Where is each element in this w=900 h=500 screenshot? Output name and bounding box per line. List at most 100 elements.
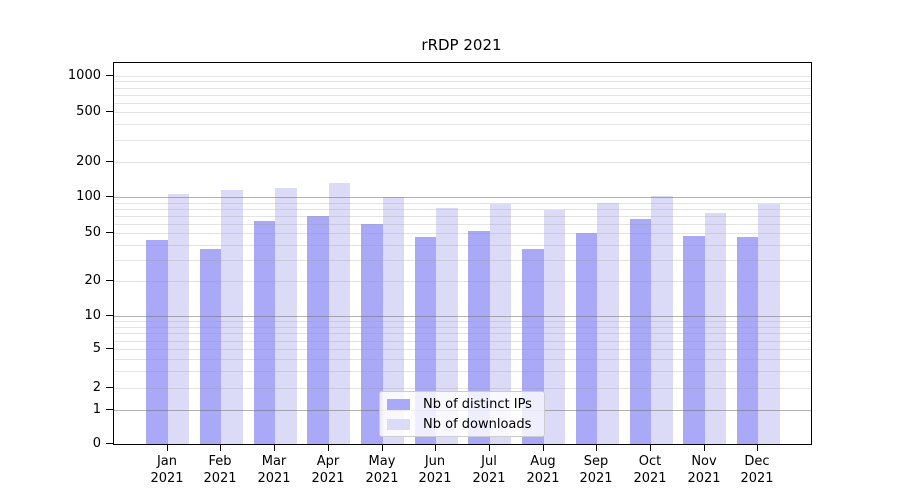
gridline-4 (114, 359, 811, 360)
x-tick-label-feb: Feb 2021 (203, 454, 237, 486)
y-tick-mark-1 (106, 409, 113, 410)
y-tick-mark-10 (106, 315, 113, 316)
y-tick-label-5: 5 (92, 341, 101, 356)
bar-downloads-aug (543, 210, 566, 444)
bar-distinct-ips-dec (736, 237, 759, 444)
bar-distinct-ips-sep (575, 232, 598, 444)
y-tick-mark-50 (106, 232, 113, 233)
x-tick-label-jul: Jul 2021 (472, 454, 506, 486)
gridline-90 (114, 203, 811, 204)
bar-distinct-ips-jul (468, 230, 490, 444)
y-tick-label-1000: 1000 (67, 68, 101, 83)
bar-distinct-ips-apr (307, 216, 329, 444)
gridline-1000 (114, 76, 811, 77)
y-tick-label-20: 20 (84, 273, 101, 288)
y-tick-label-0: 0 (92, 436, 101, 451)
gridline-40 (114, 245, 811, 246)
gridline-8 (114, 327, 811, 328)
bar-distinct-ips-oct (629, 218, 651, 444)
y-tick-label-1: 1 (92, 402, 101, 417)
gridline-70 (114, 216, 811, 217)
gridline-30 (114, 260, 811, 261)
y-tick-label-500: 500 (76, 104, 101, 119)
gridline-50 (114, 233, 811, 234)
x-tick-mark-nov (704, 444, 705, 451)
legend-swatch-distinct-ips (387, 398, 410, 410)
legend-label-distinct-ips: Nb of distinct IPs (423, 396, 532, 412)
gridline-9 (114, 321, 811, 322)
bars-layer (114, 63, 811, 444)
gridline-100 (114, 197, 811, 198)
x-tick-label-mar: Mar 2021 (257, 454, 291, 486)
legend: Nb of distinct IPs Nb of downloads (379, 391, 545, 437)
legend-swatch-downloads (387, 418, 410, 430)
x-tick-mark-sep (596, 444, 597, 451)
x-tick-label-jun: Jun 2021 (418, 454, 452, 486)
bar-distinct-ips-nov (683, 236, 705, 444)
y-tick-mark-0 (106, 443, 113, 444)
y-axis: 0 1 2 5 10 20 50 100 200 500 1000 (0, 62, 113, 450)
y-tick-label-200: 200 (76, 154, 101, 169)
bar-downloads-jun (436, 207, 458, 444)
gridline-60 (114, 224, 811, 225)
x-tick-mark-mar (274, 444, 275, 451)
y-tick-label-50: 50 (84, 225, 101, 240)
gridlines-layer (114, 63, 811, 444)
y-tick-label-2: 2 (92, 380, 101, 395)
gridline-700 (114, 95, 811, 96)
bar-downloads-sep (597, 202, 619, 444)
bar-downloads-nov (704, 213, 727, 444)
y-tick-label-100: 100 (76, 189, 101, 204)
bar-distinct-ips-may (361, 223, 383, 444)
x-tick-mark-oct (650, 444, 651, 451)
gridline-7 (114, 333, 811, 334)
chart-title: rRDP 2021 (421, 36, 502, 54)
x-tick-label-jan: Jan 2021 (150, 454, 184, 486)
gridline-2 (114, 388, 811, 389)
x-tick-mark-dec (757, 444, 758, 451)
bar-downloads-may (382, 196, 404, 444)
x-tick-label-apr: Apr 2021 (311, 454, 345, 486)
gridline-6 (114, 341, 811, 342)
x-tick-mark-jan (167, 444, 168, 451)
plot-area: Nb of distinct IPs Nb of downloads (113, 62, 812, 445)
y-tick-mark-20 (106, 280, 113, 281)
y-tick-mark-500 (106, 111, 113, 112)
gridline-800 (114, 88, 811, 89)
bar-downloads-jul (489, 204, 512, 444)
bar-distinct-ips-jan (146, 239, 168, 444)
gridline-900 (114, 81, 811, 82)
x-tick-label-may: May 2021 (365, 454, 399, 486)
gridline-600 (114, 103, 811, 104)
x-tick-mark-feb (220, 444, 221, 451)
y-tick-mark-200 (106, 161, 113, 162)
legend-label-downloads: Nb of downloads (423, 416, 532, 432)
gridline-500 (114, 112, 811, 113)
x-tick-label-dec: Dec 2021 (740, 454, 774, 486)
x-tick-label-nov: Nov 2021 (687, 454, 721, 486)
bar-downloads-oct (651, 196, 673, 444)
y-tick-mark-2 (106, 387, 113, 388)
y-tick-label-10: 10 (84, 308, 101, 323)
legend-item-downloads: Nb of downloads (387, 414, 537, 434)
gridline-80 (114, 209, 811, 210)
bar-distinct-ips-feb (199, 248, 222, 444)
y-tick-mark-5 (106, 348, 113, 349)
x-tick-label-aug: Aug 2021 (526, 454, 560, 486)
gridline-10 (114, 316, 811, 317)
x-tick-mark-apr (328, 444, 329, 451)
bar-distinct-ips-mar (253, 221, 276, 444)
gridline-20 (114, 281, 811, 282)
gridline-3 (114, 371, 811, 372)
x-tick-label-sep: Sep 2021 (579, 454, 613, 486)
gridline-400 (114, 124, 811, 125)
x-tick-label-oct: Oct 2021 (633, 454, 667, 486)
gridline-300 (114, 140, 811, 141)
bar-downloads-apr (328, 183, 351, 444)
x-tick-mark-jul (489, 444, 490, 451)
gridline-5 (114, 349, 811, 350)
x-tick-mark-may (382, 444, 383, 451)
bar-downloads-dec (758, 203, 780, 444)
x-tick-mark-aug (543, 444, 544, 451)
